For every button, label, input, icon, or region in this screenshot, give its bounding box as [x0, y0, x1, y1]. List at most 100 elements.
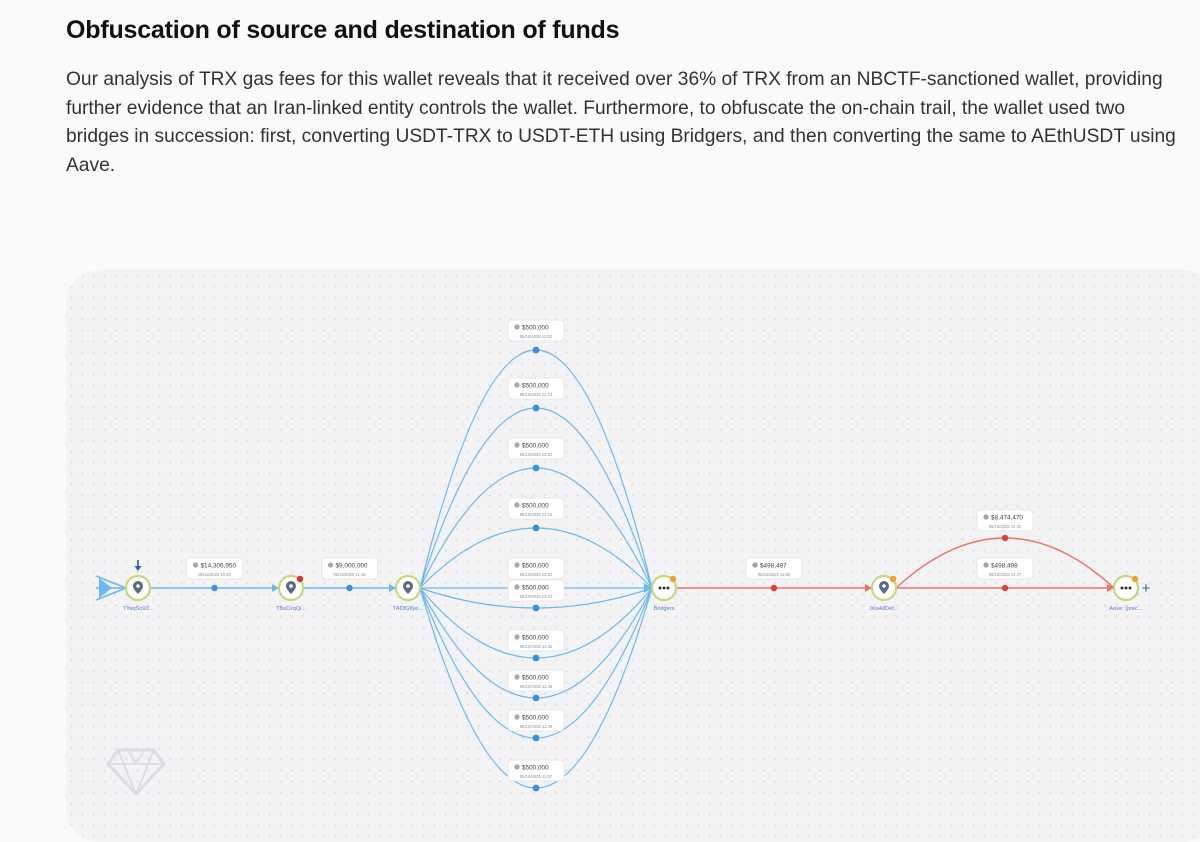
edge-label[interactable]: $500,000 06/10/2025 12:22: [507, 557, 565, 580]
edge-label[interactable]: $500,000 06/10/2025 11:42: [507, 629, 565, 652]
node-label[interactable]: Bridgers: [654, 606, 675, 612]
edge-label[interactable]: $498,498 06/10/2025 12:37: [976, 557, 1034, 580]
edge-labels-layer: $500,000 06/10/2025 12:02 $500,000 06/10/20…: [186, 319, 1034, 782]
edge-amount: $500,000: [522, 443, 549, 450]
edge-midpoint-dot: [532, 464, 540, 472]
trx-token-icon: [514, 584, 520, 590]
ellipsis-dot: [658, 586, 662, 590]
edge-label[interactable]: $500,000 06/10/2025 11:49: [507, 709, 565, 732]
node-label[interactable]: TYaqSo93...: [123, 606, 154, 612]
edge-amount: $9,000,000: [336, 563, 368, 570]
edge-label[interactable]: $498,497 06/10/2025 11:50: [745, 557, 803, 580]
edge-label[interactable]: $500,000 06/10/2025 12:15: [507, 497, 565, 520]
arrow-down-head: [134, 566, 142, 571]
diamond-facets: [108, 749, 164, 795]
edge-label-box: [321, 557, 378, 580]
edge-label[interactable]: $500,000 06/10/2025 12:14: [507, 377, 565, 400]
expand-plus-button[interactable]: +: [1142, 580, 1151, 597]
map-pin-icon: [879, 581, 889, 594]
ellipsis-dot: [1128, 586, 1132, 590]
edge-date: 06/10/2025 11:49: [520, 724, 553, 729]
edge-date: 06/10/2025 11:46: [520, 684, 553, 689]
edge-label[interactable]: $500,000 06/10/2025 12:22: [507, 437, 565, 460]
map-pin-icon: [286, 581, 296, 594]
section-heading: Obfuscation of source and destination of…: [66, 16, 620, 44]
trx-token-icon: [327, 562, 334, 568]
edge-arrowhead: [389, 584, 396, 592]
node-label[interactable]: TBsCvqQi...: [276, 606, 307, 612]
edge-amount: $500,000: [522, 585, 549, 592]
nodes-layer: TYaqSo93... TBsCvqQi... TADfGfiye... Bridge…: [123, 560, 1151, 612]
wallet-node[interactable]: TYaqSo93...: [123, 560, 154, 612]
map-pin-hole: [406, 584, 410, 588]
edge-amount: $8,474,470: [991, 515, 1023, 522]
status-badge: [1131, 575, 1139, 583]
eth-token-icon: [983, 562, 989, 568]
incoming-edge: [95, 587, 127, 601]
edge-date: 06/10/2025 11:57: [520, 774, 553, 779]
edge-date: 06/10/2025 11:50: [758, 572, 791, 577]
edge-midpoint-dot: [346, 584, 353, 592]
node-label[interactable]: TADfGfiye...: [393, 606, 423, 612]
edge-midpoint-dot: [770, 584, 778, 592]
edge-date: 06/10/2025 11:42: [520, 644, 553, 649]
diamond-outline: [106, 748, 166, 797]
incoming-edge: [95, 575, 127, 589]
edge-date: 06/10/2025 11:16: [333, 572, 366, 577]
edge-label[interactable]: $8,474,470 06/10/2025 12:32: [976, 509, 1034, 532]
edges-layer: [95, 346, 1115, 792]
edge-label-box: [507, 497, 565, 520]
edge-label[interactable]: $500,000 06/10/2025 12:24: [507, 579, 565, 602]
edge-label-box: [976, 509, 1034, 532]
edge-label-box: [507, 579, 565, 602]
edge-midpoint-dot: [532, 694, 540, 702]
wallet-node[interactable]: Bridgers: [650, 574, 678, 612]
transaction-flow-graph[interactable]: TYaqSo93... TBsCvqQi... TADfGfiye... Bridge…: [66, 270, 1200, 842]
trx-token-icon: [514, 442, 520, 448]
edge-midpoint-dot: [532, 346, 540, 354]
edge-arrowhead: [272, 584, 279, 592]
section-paragraph: Our analysis of TRX gas fees for this wa…: [66, 69, 1176, 176]
edge-amount: $14,306,950: [201, 563, 237, 570]
edge-label-box: [507, 319, 565, 342]
edge-label-box: [507, 377, 565, 400]
incoming-arrow-icon: [99, 578, 112, 598]
edge-midpoint-dot: [532, 404, 540, 412]
edge-amount: $500,000: [522, 325, 549, 332]
edge-midpoint-dot: [211, 584, 218, 592]
ellipsis-icon: [658, 586, 670, 590]
node-label[interactable]: Aave: (prec...: [1109, 606, 1143, 612]
map-pin-hole: [136, 584, 140, 588]
wallet-node[interactable]: Aave: (prec... +: [1109, 574, 1151, 612]
wallet-node[interactable]: 0xa4dDef...: [870, 574, 899, 612]
edge-amount: $500,000: [522, 563, 549, 570]
edge-label[interactable]: $14,306,950 05/14/2025 10:30: [186, 557, 243, 580]
edge-label[interactable]: $500,000 06/10/2025 11:46: [507, 669, 565, 692]
diamond-logo-icon: [106, 748, 166, 797]
flow-graph-canvas[interactable]: TYaqSo93... TBsCvqQi... TADfGfiye... Bridge…: [66, 270, 1200, 842]
edge-amount: $500,000: [522, 715, 549, 722]
edge-midpoint-dot: [1001, 534, 1009, 542]
edge-date: 06/10/2025 12:22: [520, 452, 553, 457]
edge-date: 06/10/2025 12:02: [520, 334, 553, 339]
node-label[interactable]: 0xa4dDef...: [870, 606, 899, 612]
edge-amount: $500,000: [522, 675, 549, 682]
wallet-node[interactable]: TBsCvqQi...: [276, 574, 307, 612]
edge-midpoint-dot: [532, 784, 540, 792]
edge-label[interactable]: $9,000,000 06/10/2025 11:16: [321, 557, 378, 580]
edge-label-box: [745, 557, 803, 580]
trx-token-icon: [514, 324, 520, 330]
risk-badge: [296, 575, 304, 583]
map-pin-hole: [289, 584, 293, 588]
edge-amount: $500,000: [522, 635, 549, 642]
ellipsis-dot: [1120, 586, 1124, 590]
edge-label[interactable]: $500,000 06/10/2025 12:02: [507, 319, 565, 342]
edge-label-box: [507, 709, 565, 732]
ellipsis-dot: [1124, 586, 1128, 590]
edge-date: 06/10/2025 12:15: [520, 512, 553, 517]
wallet-node[interactable]: TADfGfiye...: [393, 574, 423, 612]
trx-token-icon: [514, 634, 520, 640]
edge-label[interactable]: $500,000 06/10/2025 11:57: [507, 759, 565, 782]
trx-token-icon: [514, 562, 520, 568]
edge-date: 06/10/2025 12:37: [989, 572, 1022, 577]
